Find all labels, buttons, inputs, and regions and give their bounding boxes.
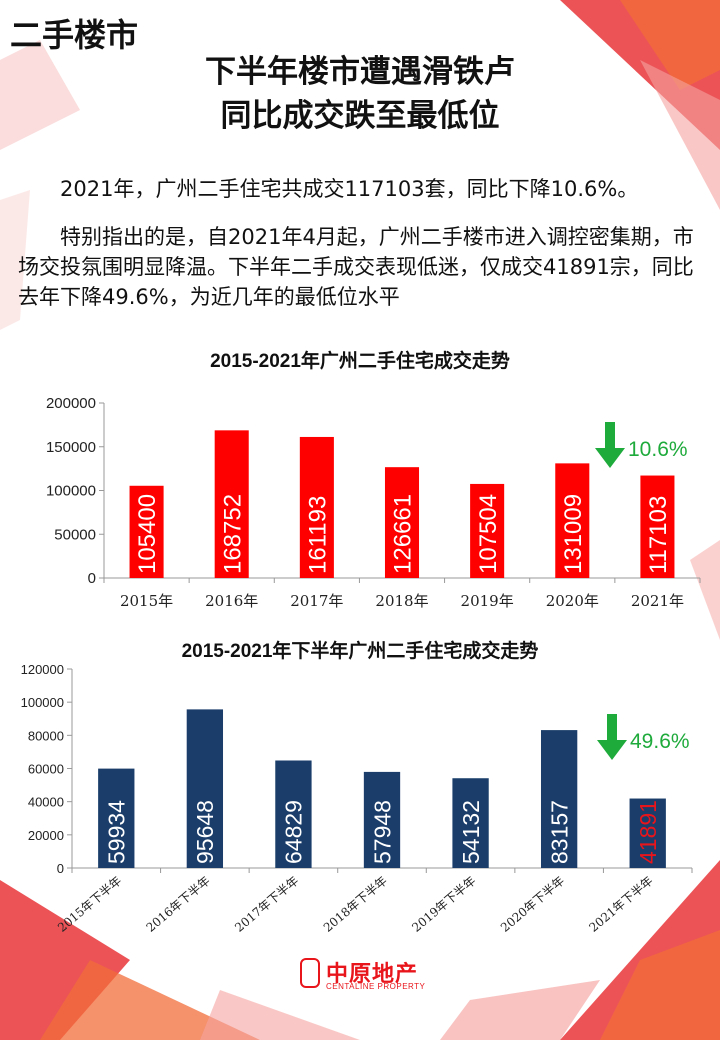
- category-label: 2020年: [546, 592, 599, 610]
- paragraph-detail: 特别指出的是，自2021年4月起，广州二手楼市进入调控密集期，市场交投氛围明显降…: [18, 225, 694, 309]
- change-annotation: 10.6%: [628, 438, 688, 461]
- category-label: 2017年下半年: [232, 874, 301, 935]
- bar-value-label: 117103: [645, 496, 672, 574]
- main-title-line-1: 下半年楼市遭遇滑铁卢: [205, 54, 515, 90]
- category-label: 2016年: [205, 592, 258, 610]
- category-label: 2021年: [631, 592, 684, 610]
- chart-1-title: 2015-2021年广州二手住宅成交走势: [210, 351, 510, 372]
- bar: [384, 467, 420, 578]
- paragraph-summary: 2021年，广州二手住宅共成交117103套，同比下降10.6%。: [60, 177, 639, 201]
- category-label: 2017年: [290, 592, 343, 610]
- bar: [214, 430, 249, 578]
- y-tick-label: 100000: [46, 483, 96, 500]
- bar-value-label: 105400: [134, 494, 161, 574]
- y-tick-label: 60000: [28, 762, 64, 777]
- bar-value-label: 41891: [635, 800, 661, 864]
- bar-value-label: 168752: [219, 494, 246, 574]
- y-tick-label: 100000: [21, 695, 64, 710]
- bar-value-label: 95648: [192, 800, 218, 864]
- bar: [452, 778, 489, 868]
- bar-value-label: 54132: [458, 800, 484, 864]
- bar-value-label: 83157: [546, 800, 572, 864]
- category-label: 2018年下半年: [321, 874, 390, 935]
- y-tick-label: 50000: [54, 526, 96, 543]
- chart-1-annual-transactions: 0 50000 100000 150000 200000 105400 2015年 16875…: [46, 395, 701, 610]
- chart-2-h2-transactions: 0 20000 40000 60000 80000 100000 120000 59934 20…: [21, 662, 693, 935]
- bar: [98, 768, 135, 868]
- category-label: 2018年: [375, 592, 428, 610]
- bar-value-label: 131009: [560, 494, 587, 574]
- category-label: 2021年下半年: [586, 874, 655, 935]
- y-tick-label: 200000: [46, 395, 96, 412]
- bar-value-label: 57948: [369, 800, 395, 864]
- y-tick-label: 40000: [28, 795, 64, 810]
- logo-name: 中原地产: [326, 962, 419, 987]
- y-tick-label: 20000: [28, 828, 64, 843]
- bar: [129, 485, 164, 578]
- bar-value-label: 59934: [104, 800, 130, 864]
- change-annotation: 49.6%: [630, 730, 690, 753]
- category-label: 2016年下半年: [144, 874, 213, 935]
- bar-value-label: 64829: [281, 800, 307, 864]
- category-label: 2015年: [120, 592, 173, 610]
- bar: [640, 475, 675, 578]
- chart-2-title: 2015-2021年下半年广州二手住宅成交走势: [181, 641, 539, 662]
- category-label: 2019年: [461, 592, 514, 610]
- bar-value-label: 126661: [390, 494, 417, 574]
- y-tick-label: 120000: [21, 662, 64, 677]
- centaline-logo: 中原地产 CENTALINE PROPERTY: [300, 956, 450, 996]
- bar: [555, 463, 590, 578]
- bar-value-label: 161193: [304, 496, 331, 574]
- bar: [363, 771, 401, 868]
- bar: [629, 798, 666, 868]
- category-label: 2020年下半年: [498, 874, 567, 935]
- main-title-line-2: 同比成交跌至最低位: [220, 98, 500, 134]
- y-tick-label: 150000: [46, 439, 96, 456]
- logo-subtitle: CENTALINE PROPERTY: [326, 982, 426, 991]
- down-arrow-icon: [597, 714, 627, 760]
- logo-mark-icon: [300, 958, 320, 988]
- bar: [186, 709, 224, 868]
- bar: [470, 483, 505, 578]
- bar: [540, 730, 578, 868]
- bar: [275, 760, 312, 868]
- down-arrow-icon: [595, 422, 625, 468]
- y-tick-label: 0: [57, 861, 64, 876]
- category-label: 2015年下半年: [55, 874, 124, 935]
- bar: [299, 436, 334, 578]
- y-tick-label: 0: [88, 570, 96, 587]
- bar-value-label: 107504: [475, 494, 502, 574]
- header-tag: 二手楼市: [10, 16, 139, 54]
- y-tick-label: 80000: [28, 728, 64, 743]
- category-label: 2019年下半年: [409, 874, 478, 935]
